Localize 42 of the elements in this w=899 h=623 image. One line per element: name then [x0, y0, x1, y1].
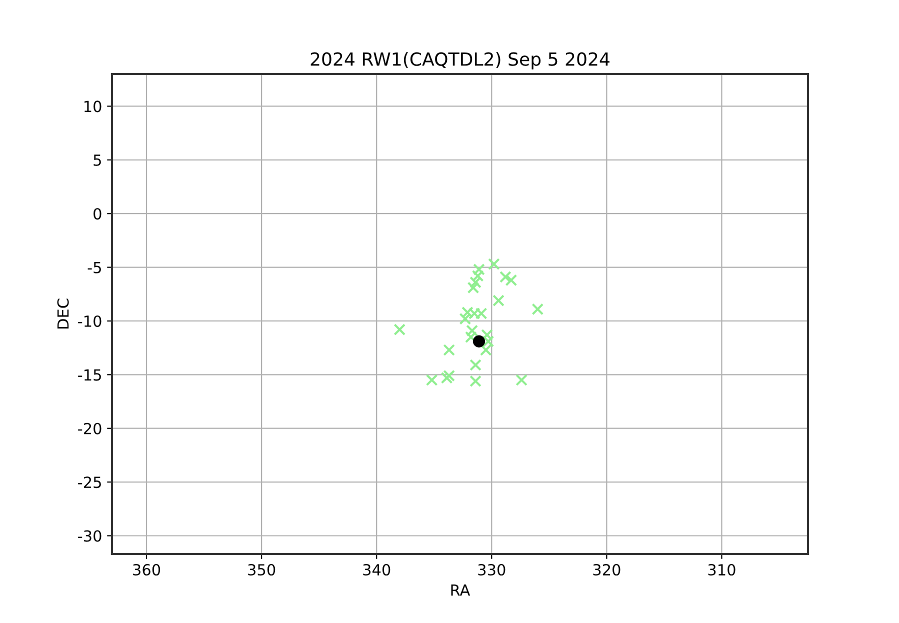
point	[472, 270, 484, 282]
point	[532, 303, 544, 316]
chart-title: 2024 RW1(CAQTDL2) Sep 5 2024	[310, 52, 610, 70]
x-tick-label: 330	[478, 564, 506, 576]
x-tick-label: 340	[363, 564, 390, 576]
point	[440, 372, 453, 384]
x-axis-title: RA	[451, 584, 470, 596]
y-tick-label: 5	[94, 154, 101, 166]
point	[505, 274, 518, 286]
point	[459, 312, 472, 325]
point	[473, 263, 485, 276]
point	[466, 324, 478, 337]
point	[470, 359, 482, 371]
point	[499, 270, 512, 283]
y-tick-label: 10	[84, 100, 102, 112]
point	[472, 335, 486, 348]
point	[481, 328, 493, 341]
x-tick-label: 360	[133, 564, 160, 576]
y-tick-label: -5	[88, 262, 101, 274]
point	[394, 324, 406, 336]
y-tick-label: -10	[78, 315, 102, 327]
y-tick-label: -30	[78, 530, 102, 542]
point	[443, 370, 456, 382]
y-axis-title: DEC	[57, 298, 69, 329]
point	[467, 282, 480, 294]
x-tick-label: 310	[708, 564, 736, 576]
point	[443, 344, 456, 356]
point	[470, 375, 482, 388]
point	[516, 374, 528, 386]
point	[464, 331, 477, 344]
y-tick-label: -25	[78, 476, 101, 488]
y-tick-label: -15	[78, 369, 101, 381]
point	[488, 258, 500, 270]
point	[492, 294, 504, 307]
y-tick-label: -20	[78, 422, 102, 434]
x-tick-label: 320	[593, 564, 620, 576]
point	[470, 276, 482, 288]
point	[426, 374, 438, 386]
point	[480, 344, 492, 356]
point	[482, 335, 494, 348]
y-tick-label: 0	[94, 208, 102, 220]
x-tick-label: 350	[248, 564, 276, 576]
